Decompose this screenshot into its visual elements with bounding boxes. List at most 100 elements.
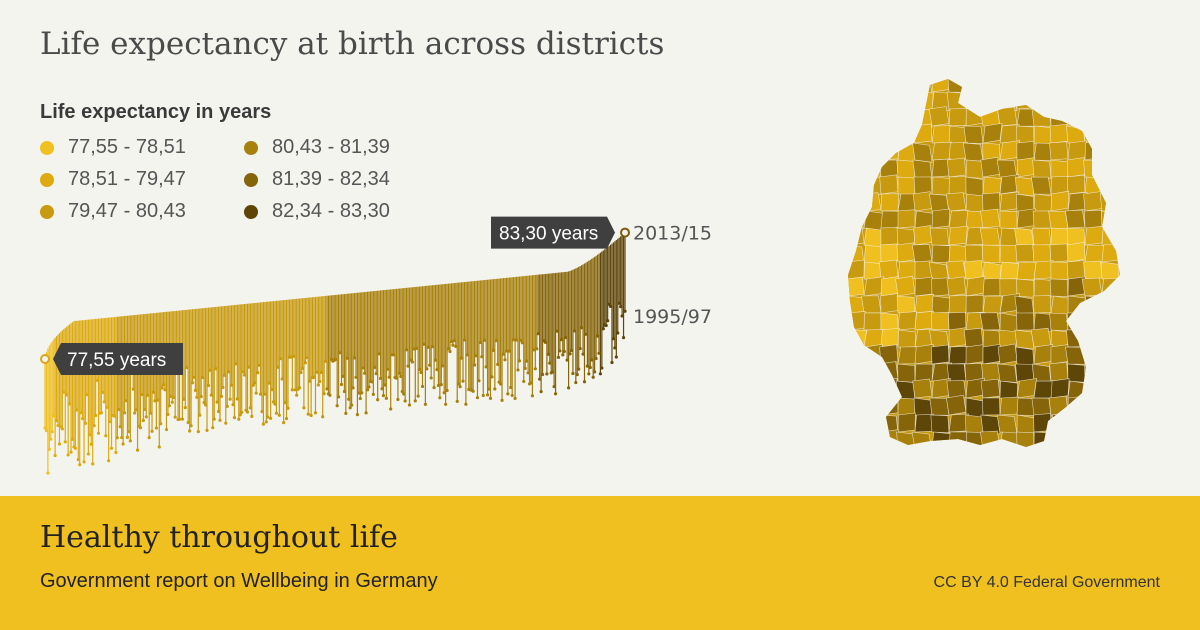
- district-cell: [914, 363, 934, 382]
- district-cell: [1083, 159, 1103, 179]
- district-dot-1995: [464, 402, 468, 406]
- district-dot-1995: [488, 396, 493, 400]
- district-dot-1995: [337, 395, 341, 399]
- district-cell: [848, 190, 850, 212]
- district-dot-1995: [261, 422, 266, 426]
- district-cell: [1101, 277, 1120, 297]
- district-cell: [979, 227, 1001, 246]
- district-dot-1995: [140, 392, 144, 397]
- germany-map: [830, 79, 1140, 465]
- district-cell: [966, 449, 985, 465]
- district-cell: [879, 159, 899, 178]
- legend-swatch: [244, 204, 258, 219]
- district-cell: [1049, 79, 1069, 93]
- district-cell: [830, 364, 847, 381]
- legend-swatch: [40, 140, 54, 155]
- district-dot-1995: [144, 415, 148, 419]
- district-cell: [999, 261, 1020, 281]
- district-cell: [1033, 312, 1053, 332]
- district-dot-1995: [107, 459, 111, 463]
- district-dot-1995: [53, 453, 57, 458]
- legend-item: 78,51 - 79,47: [40, 168, 186, 191]
- district-dot-1995: [124, 399, 128, 403]
- district-cell: [880, 210, 900, 229]
- lollipop-chart: 83,30 years 77,55 years 2013/15 1995/97: [40, 216, 712, 475]
- district-cell: [1051, 449, 1069, 465]
- district-cell: [1136, 192, 1140, 211]
- district-dot-1995: [490, 375, 494, 379]
- district-dot-1995: [135, 448, 140, 452]
- district-dot-1995: [222, 373, 226, 377]
- district-cell: [948, 431, 968, 447]
- district-cell: [1136, 344, 1140, 364]
- district-dot-1995: [96, 431, 101, 435]
- district-dot-1995: [215, 400, 219, 404]
- district-dot-1995: [604, 323, 608, 328]
- district-dot-1995: [608, 304, 613, 308]
- district-dot-1995: [254, 391, 258, 395]
- district-cell: [847, 449, 865, 465]
- district-dot-1995: [373, 365, 377, 369]
- district-dot-1995: [598, 372, 603, 376]
- district-cell: [945, 192, 967, 212]
- district-dot-1995: [264, 420, 268, 424]
- district-dot-1995: [75, 408, 79, 412]
- district-dot-1995: [594, 356, 598, 361]
- district-dot-1995: [412, 347, 416, 351]
- district-dot-1995: [62, 390, 66, 394]
- district-dot-1995: [530, 394, 535, 398]
- district-cell: [1014, 176, 1035, 197]
- district-cell: [830, 228, 847, 246]
- district-dot-1995: [503, 358, 507, 362]
- district-cell: [1115, 226, 1120, 246]
- district-cell: [1083, 380, 1103, 402]
- district-cell: [962, 142, 984, 162]
- district-cell: [929, 397, 950, 416]
- district-cell: [1050, 431, 1070, 447]
- district-cell: [1050, 91, 1070, 110]
- footer-title: Healthy throughout life: [40, 520, 398, 555]
- district-cell: [1015, 243, 1035, 263]
- district-cell: [980, 208, 1001, 229]
- district-cell: [848, 225, 865, 246]
- district-cell: [1067, 395, 1086, 416]
- district-cell: [1030, 327, 1052, 348]
- district-cell: [1101, 378, 1120, 399]
- district-dot-1995: [315, 370, 319, 374]
- district-cell: [1101, 105, 1120, 127]
- district-dot-1995: [561, 353, 565, 357]
- district-dot-1995: [597, 351, 601, 355]
- district-dot-1995: [188, 429, 192, 433]
- district-dot-1995: [157, 445, 161, 449]
- district-dot-1995: [286, 406, 290, 410]
- district-cell: [1136, 396, 1140, 415]
- district-cell: [897, 329, 917, 350]
- district-cell: [931, 141, 952, 161]
- district-dot-1995: [247, 365, 251, 369]
- district-dot-1995: [506, 392, 510, 396]
- district-dot-1995: [396, 397, 400, 402]
- district-cell: [1101, 210, 1120, 232]
- district-cells: [830, 79, 1140, 465]
- district-cell: [1084, 225, 1104, 246]
- district-dot-1995: [280, 377, 284, 381]
- legend-swatch: [40, 172, 54, 187]
- district-dot-1995: [125, 435, 130, 439]
- district-cell: [1118, 175, 1120, 195]
- district-dot-1995: [374, 372, 378, 376]
- district-cell: [1117, 395, 1120, 416]
- district-dot-1995: [519, 338, 523, 342]
- district-dot-1995: [121, 442, 125, 446]
- district-dot-1995: [309, 413, 313, 418]
- district-cell: [880, 327, 900, 348]
- district-dot-1995: [120, 435, 124, 440]
- district-dot-1995: [295, 393, 299, 397]
- district-cell: [1082, 413, 1103, 433]
- district-dot-1995: [306, 412, 310, 416]
- district-dot-1995: [241, 370, 245, 374]
- district-dot-1995: [245, 410, 250, 414]
- district-dot-1995: [82, 460, 86, 464]
- district-cell: [848, 210, 868, 229]
- district-dot-1995: [159, 422, 163, 426]
- district-cell: [1015, 363, 1035, 382]
